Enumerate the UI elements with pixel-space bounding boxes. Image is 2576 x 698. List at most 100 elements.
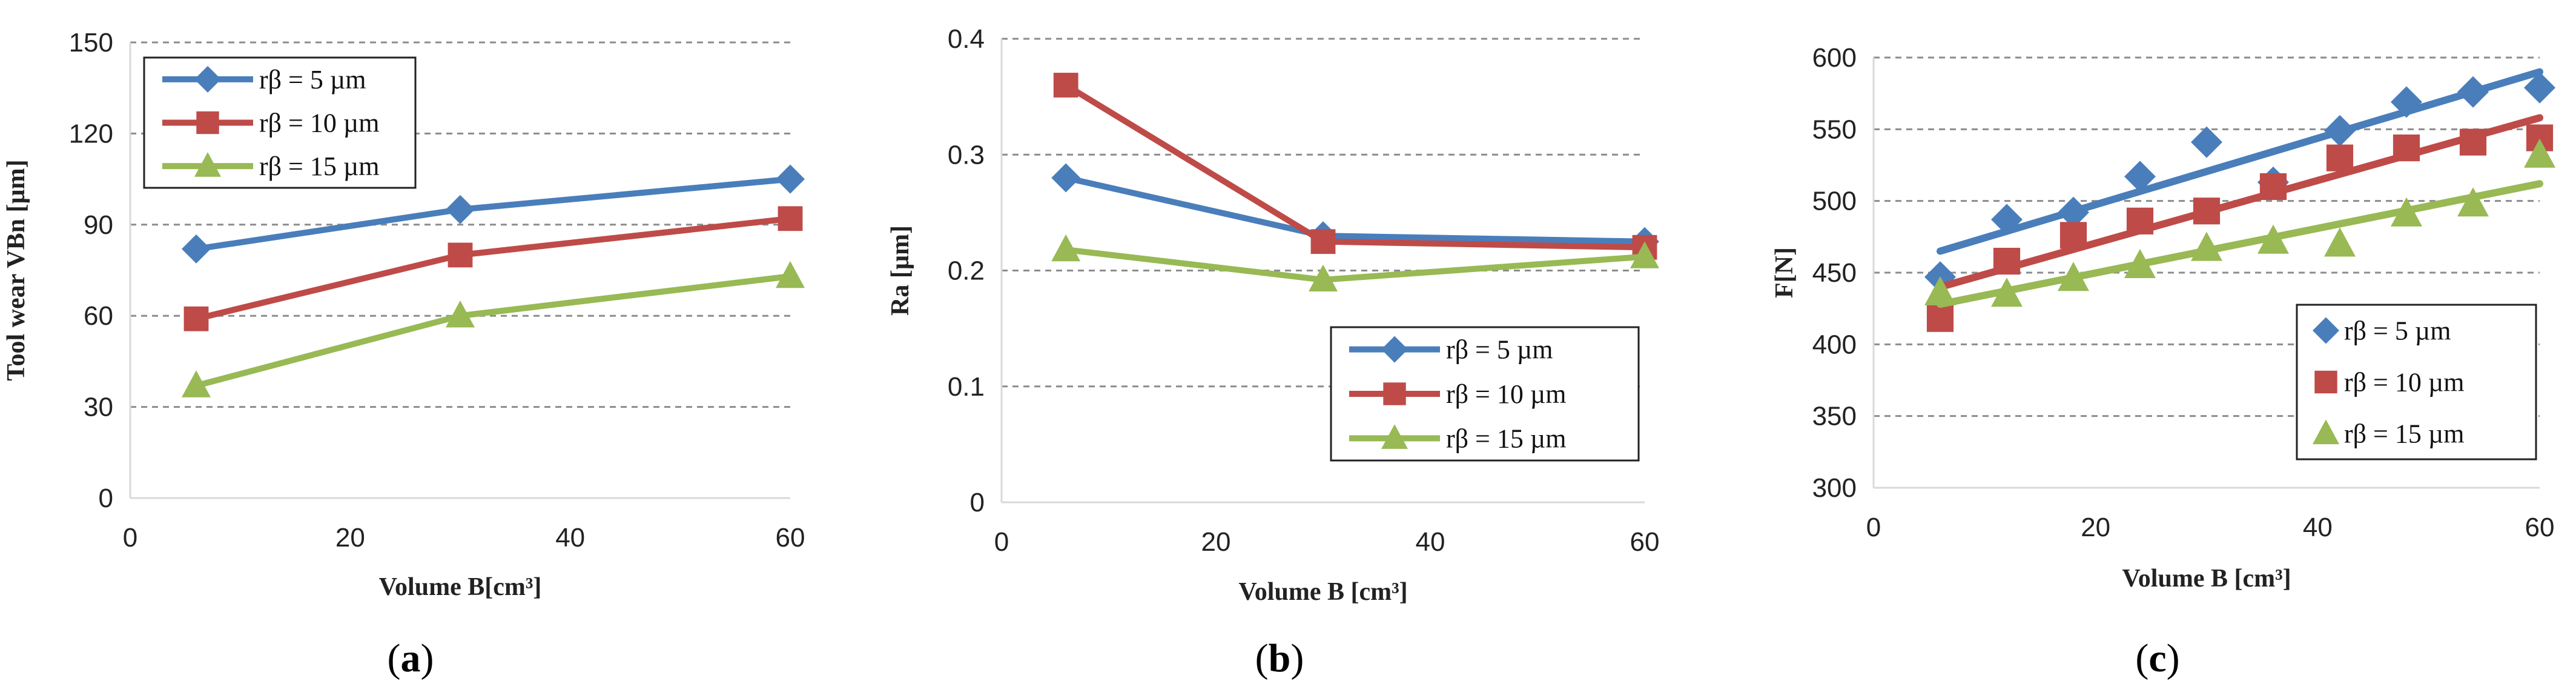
data-point [1051,163,1081,193]
data-point [446,194,475,224]
data-point [1051,234,1081,262]
data-point [2124,161,2156,193]
y-tick-label: 0 [99,484,113,513]
legend-marker [2314,370,2337,394]
data-point [1993,247,2021,275]
data-point [1309,264,1338,291]
panel-label: (b) [1255,636,1304,680]
data-point [2059,222,2087,249]
data-point [776,164,805,194]
series-line [195,273,791,389]
y-tick-label: 90 [84,210,113,240]
legend: rβ = 5 µm rβ = 10 µm rβ = 15 µm [2296,304,2537,460]
data-point [2324,115,2356,147]
data-point [2058,262,2089,291]
chart-panel-a: 0 30 60 90 120 150 0 20 40 60 Volume B[cm³] Tool we… [2,28,805,680]
y-tick-label: 0.3 [948,140,985,170]
legend-item: rβ = 15 µm [162,151,379,181]
x-axis-label: Volume B [cm³] [2122,565,2291,593]
legend-marker [194,152,221,177]
y-tick-label: 500 [1812,187,1857,216]
legend-marker [1381,424,1408,449]
y-axis-label: Tool wear VBn [µm] [2,159,30,381]
data-point [2459,128,2487,156]
y-tick-label: 600 [1812,43,1857,73]
data-point [2058,196,2089,228]
data-point [182,370,211,397]
legend-marker [1383,382,1406,405]
data-point [1924,276,1956,305]
data-point [776,261,805,288]
data-point [2326,144,2354,171]
x-tick-label: 40 [555,523,585,553]
data-point [1991,204,2023,236]
legend-label: rβ = 5 µm [1446,335,1553,365]
x-tick-label: 60 [2525,513,2555,542]
trend-line [1937,114,2543,291]
x-tick-label: 20 [1201,527,1231,557]
y-tick-label: 350 [1812,402,1857,431]
legend-item: rβ = 10 µm [1349,379,1566,409]
trend-line [1937,68,2543,255]
x-tick-label: 60 [776,523,805,553]
data-point [2391,197,2422,227]
x-tick-label: 40 [1416,527,1445,557]
panel-label: (a) [388,636,434,680]
legend-label: rβ = 5 µm [2344,316,2451,346]
legend-label: rβ = 15 µm [1446,424,1566,453]
data-point [2524,71,2555,104]
y-tick-label: 0 [970,488,985,517]
legend-item: rβ = 10 µm [2314,368,2464,397]
data-point [446,301,475,328]
data-point [2457,187,2489,217]
data-point [2324,227,2356,257]
series-line [196,176,791,252]
legend-marker [194,65,221,93]
x-tick-label: 20 [335,523,365,553]
series-line [1065,174,1645,245]
data-point [1926,305,1954,332]
data-point [2126,207,2154,234]
y-tick-label: 60 [84,301,113,331]
data-point [2391,86,2422,118]
x-tick-label: 60 [1630,527,1660,557]
y-tick-label: 400 [1812,330,1857,359]
data-point [2457,76,2489,108]
y-tick-label: 0.4 [948,24,985,54]
chart-panel-b: 0 0.1 0.2 0.3 0.4 0 20 40 60 Volume B [cm³] Ra [µm… [887,24,1659,680]
series-line [1064,82,1645,251]
data-point [2524,138,2555,168]
data-point [183,306,209,331]
x-axis-label: Volume B[cm³] [379,573,542,601]
data-point [2191,126,2222,158]
trend-line [1937,180,2543,308]
legend-label: rβ = 10 µm [259,108,379,138]
legend-label: rβ = 5 µm [259,65,366,95]
panel-label: (c) [2135,636,2179,680]
data-point [2393,135,2420,162]
y-tick-label: 120 [69,119,113,148]
x-axis-label: Volume B [cm³] [1238,578,1407,606]
y-tick-label: 30 [84,393,113,422]
legend-label: rβ = 15 µm [2344,419,2464,449]
y-tick-label: 300 [1812,473,1857,503]
legend-marker [196,111,219,135]
data-point [2257,224,2289,254]
data-point [2124,248,2156,278]
legend-label: rβ = 10 µm [2344,368,2464,397]
y-tick-label: 150 [69,28,113,58]
y-axis-label: Ra [µm] [887,225,914,316]
legend-item: rβ = 15 µm [2313,419,2464,449]
data-point [182,234,211,264]
data-point [778,206,803,231]
legend-marker [1381,336,1408,363]
legend-label: rβ = 10 µm [1446,379,1566,409]
data-point [1310,229,1336,254]
series-line [1065,247,1645,283]
y-tick-label: 0.1 [948,372,985,402]
data-point [2259,173,2287,201]
data-point [1991,278,2023,307]
x-tick-label: 0 [123,523,137,553]
x-tick-label: 40 [2303,513,2333,542]
